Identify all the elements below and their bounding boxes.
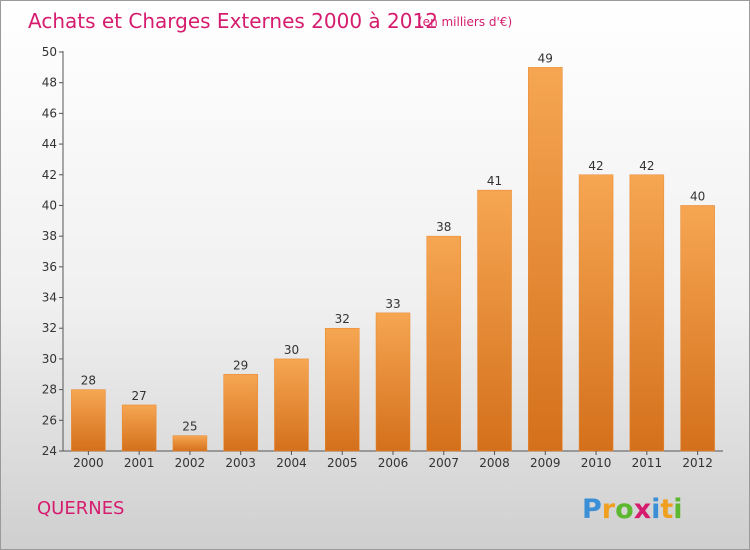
bar-value-label: 30	[284, 343, 299, 357]
y-tick-label: 44	[42, 137, 57, 151]
bar-value-label: 28	[81, 374, 96, 388]
bar	[274, 358, 309, 452]
bar	[71, 389, 106, 452]
logo-letter: i	[651, 494, 660, 525]
bar	[172, 435, 208, 452]
bar	[680, 205, 715, 452]
logo-letter: i	[673, 494, 682, 525]
bar-value-label: 42	[639, 159, 654, 173]
bar	[324, 327, 360, 452]
y-tick-label: 40	[42, 198, 57, 212]
x-tick-label: 2000	[73, 456, 104, 470]
x-tick-label: 2011	[632, 456, 663, 470]
x-tick-label: 2002	[175, 456, 206, 470]
town-name: QUERNES	[37, 498, 125, 519]
bar	[477, 189, 512, 452]
y-tick-label: 48	[42, 76, 57, 90]
x-tick-label: 2007	[428, 456, 459, 470]
bar	[121, 404, 157, 452]
bar-value-label: 27	[132, 389, 147, 403]
y-tick-label: 34	[42, 291, 57, 305]
x-tick-label: 2003	[225, 456, 256, 470]
y-tick-label: 36	[42, 260, 57, 274]
chart-title: Achats et Charges Externes 2000 à 2012	[28, 9, 438, 33]
y-tick-label: 26	[42, 413, 57, 427]
logo-letter: o	[615, 494, 634, 525]
x-tick-label: 2012	[682, 456, 713, 470]
proxiti-logo: Proxiti	[582, 494, 683, 525]
bar-value-label: 49	[538, 51, 553, 65]
bar-value-label: 38	[436, 220, 451, 234]
bars: 28 2000 27 2001 25 2002 29 2003 30 2004 32 2005 33 20…	[71, 51, 715, 470]
bar-value-label: 40	[690, 189, 705, 203]
x-tick-label: 2009	[530, 456, 561, 470]
y-tick-label: 46	[42, 106, 57, 120]
bar	[578, 174, 614, 452]
chart-subtitle: (en milliers d'€)	[418, 15, 512, 29]
bar	[629, 174, 665, 452]
logo-letter: x	[634, 494, 651, 525]
y-tick-label: 50	[42, 45, 57, 59]
bar-value-label: 33	[385, 297, 400, 311]
x-tick-label: 2004	[276, 456, 307, 470]
bar	[223, 374, 258, 452]
bar-value-label: 41	[487, 174, 502, 188]
bar	[426, 235, 462, 452]
bar-value-label: 32	[335, 312, 350, 326]
y-tick-label: 32	[42, 321, 57, 335]
logo-letter: P	[582, 494, 602, 525]
logo-letter: t	[660, 494, 673, 525]
x-tick-label: 2006	[378, 456, 409, 470]
bar	[528, 67, 563, 452]
x-tick-label: 2008	[479, 456, 510, 470]
x-tick-label: 2001	[124, 456, 155, 470]
bar-value-label: 29	[233, 358, 248, 372]
x-tick-label: 2010	[581, 456, 612, 470]
y-tick-label: 30	[42, 352, 57, 366]
axes: 24 26 28 30 32 34 36 38 40 42 44 46 48 50	[42, 45, 723, 458]
bar	[375, 312, 411, 452]
y-tick-label: 24	[42, 444, 57, 458]
bar-value-label: 42	[588, 159, 603, 173]
logo-letter: r	[602, 494, 616, 525]
bar-value-label: 25	[182, 420, 197, 434]
y-tick-label: 28	[42, 383, 57, 397]
y-tick-label: 38	[42, 229, 57, 243]
y-tick-label: 42	[42, 168, 57, 182]
x-tick-label: 2005	[327, 456, 358, 470]
